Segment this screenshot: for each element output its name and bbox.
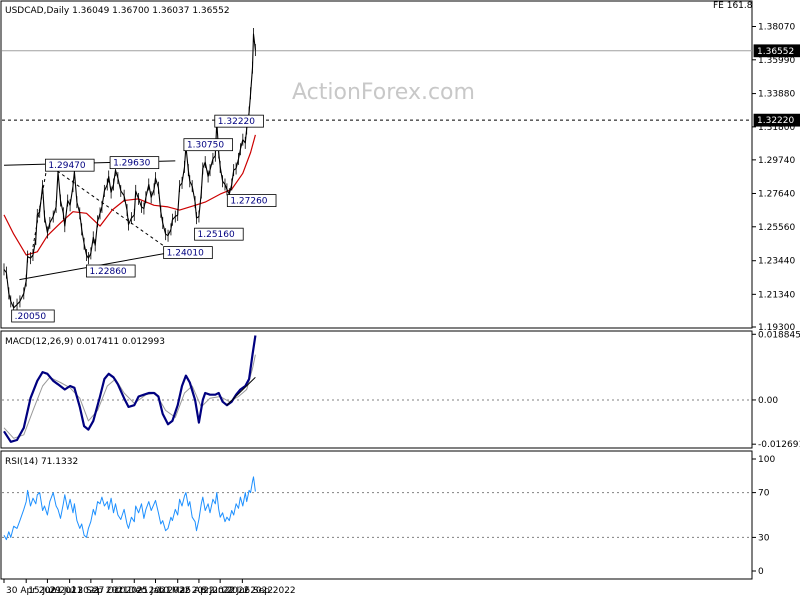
swing-label: 1.22860 — [89, 267, 126, 277]
moving-average-line — [3, 134, 256, 256]
macd-tick-label: -0.012691 — [758, 440, 800, 450]
fe-label: FE 161.8 — [713, 1, 753, 11]
price-tick-label: 1.21340 — [758, 290, 795, 300]
swing-label-box — [45, 158, 95, 172]
price-tick-label: 1.27640 — [758, 189, 795, 199]
level-price-label-box — [753, 113, 800, 127]
price-tick-label: 1.19300 — [758, 323, 795, 333]
swing-label-box — [226, 194, 277, 207]
x-tick-label: 8 Jun 2022 — [201, 586, 249, 596]
x-tick-label: 15 Jun 2021 — [28, 586, 82, 596]
swing-label-box — [194, 227, 244, 241]
x-tick-label: 27 Oct 2021 — [93, 586, 149, 596]
x-tick-label: 6 Sep 2022 — [244, 586, 295, 596]
macd-trend-line — [226, 376, 256, 406]
swing-label-box — [86, 264, 136, 278]
macd-tick-label: 0.00 — [758, 396, 778, 406]
series-layer — [3, 28, 257, 541]
current-price-label: 1.36552 — [757, 47, 794, 57]
symbol-title: USDCAD,Daily 1.36049 1.36700 1.36037 1.3… — [5, 6, 230, 16]
macd-panel-frame — [0, 330, 753, 449]
price-tick-label: 1.31800 — [758, 123, 795, 133]
x-tick-label: 30 Apr 2021 — [6, 586, 62, 596]
swing-label-box — [11, 309, 55, 323]
swing-label: .20050 — [15, 312, 47, 322]
swing-label-box — [163, 246, 213, 259]
swing-label: 1.29630 — [113, 159, 150, 169]
rsi-title: RSI(14) 71.1332 — [5, 457, 78, 467]
x-tick-label: 25 Apr 2022 — [180, 586, 236, 596]
price-panel-frame — [0, 0, 753, 329]
rsi-panel-frame — [0, 450, 753, 580]
rsi-tick-label: 100 — [758, 455, 775, 465]
watermark: ActionForex.com — [292, 80, 475, 105]
swing-label: 1.32220 — [218, 117, 255, 127]
swing-label: 1.25160 — [198, 230, 235, 240]
x-tick-label: 29 Jul 2021 — [49, 586, 100, 596]
swing-label: 1.27260 — [230, 197, 267, 207]
macd-signal-line — [3, 354, 256, 439]
x-tick-label: 10 Mar 2022 — [158, 586, 215, 596]
rsi-tick-label: 0 — [758, 567, 764, 577]
swing-label-box — [214, 114, 264, 128]
current-price-label-box — [753, 44, 800, 58]
price-tick-label: 1.33880 — [758, 90, 795, 100]
macd-tick-label: 0.018845 — [758, 330, 800, 340]
swing-label: 1.29470 — [48, 161, 85, 171]
rsi-tick-label: 30 — [758, 533, 770, 543]
price-tick-label: 1.35990 — [758, 56, 795, 66]
price-tick-label: 1.23440 — [758, 257, 795, 267]
price-tick-label: 1.29740 — [758, 156, 795, 166]
rsi-tick-label: 70 — [758, 489, 770, 499]
x-tick-label: 10 Dec 2021 — [114, 586, 172, 596]
swing-label: 1.30750 — [187, 141, 224, 151]
grid-layer — [2, 25, 756, 583]
swing-label-box — [183, 138, 234, 152]
macd-title: MACD(12,26,9) 0.017411 0.012993 — [5, 337, 165, 347]
price-tick-label: 1.38070 — [758, 22, 795, 32]
rsi-line — [3, 476, 256, 541]
swing-label-box — [109, 156, 160, 170]
price-tick-label: 1.25560 — [758, 223, 795, 233]
macd-line — [3, 335, 257, 443]
dashed-trend-line — [47, 163, 169, 250]
x-tick-label: 25 Jan 2022 — [136, 586, 190, 596]
swing-label: 1.24010 — [167, 249, 204, 259]
label-layer: 1.38070 1.35990 1.33880 1.31800 1.29740 1.276… — [6, 22, 800, 596]
x-tick-label: 22 Jul 2022 — [222, 586, 273, 596]
level-price-label: 1.32220 — [757, 116, 794, 126]
x-tick-label: 13 Sep 2021 — [72, 586, 129, 596]
